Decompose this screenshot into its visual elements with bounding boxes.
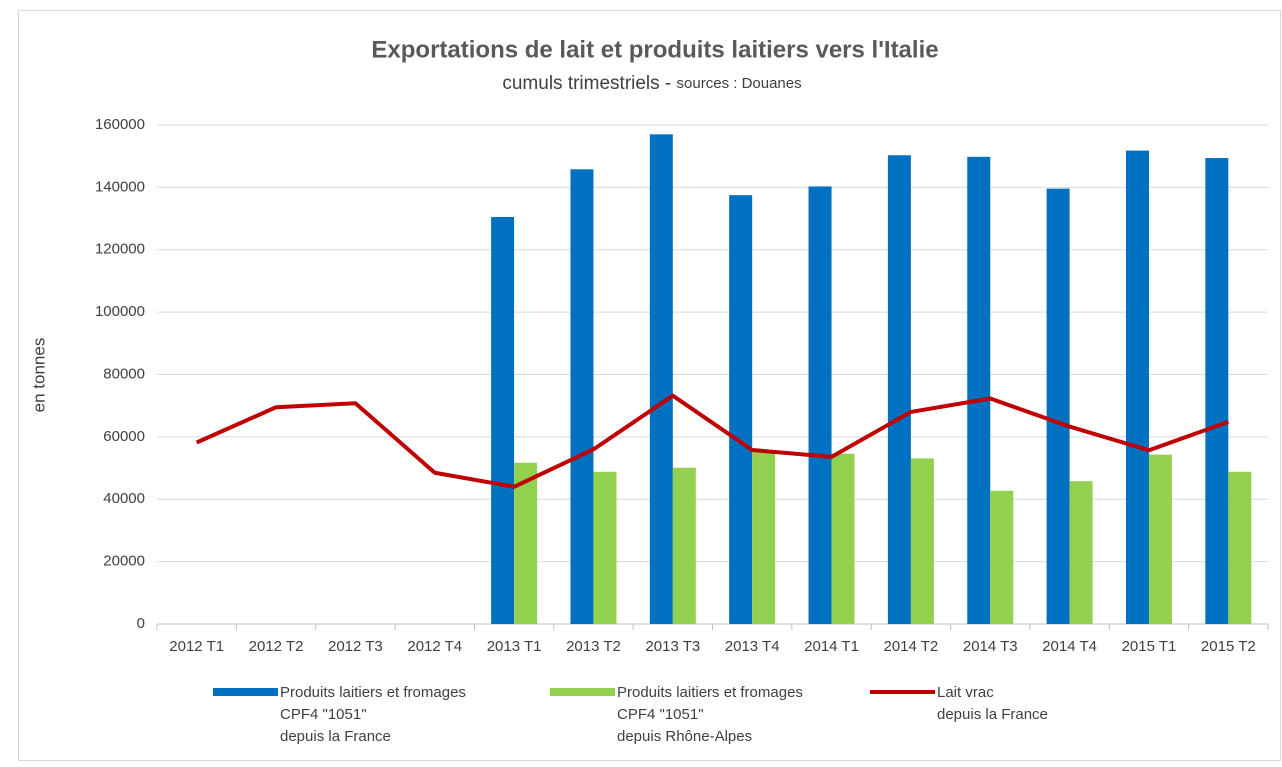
bar <box>1046 188 1070 624</box>
y-tick-label: 160000 <box>95 116 145 133</box>
y-tick-label: 0 <box>137 615 145 632</box>
legend-line: Lait vrac <box>937 684 994 701</box>
x-tick-label: 2013 T4 <box>725 638 780 655</box>
x-tick-label: 2012 T4 <box>407 638 462 655</box>
bar <box>910 458 934 624</box>
x-tick-label: 2013 T1 <box>487 638 542 655</box>
y-tick-label: 140000 <box>95 178 145 195</box>
x-tick-label: 2015 T2 <box>1201 638 1256 655</box>
bar <box>1069 481 1093 624</box>
x-tick-label: 2013 T3 <box>645 638 700 655</box>
y-tick-label: 120000 <box>95 241 145 258</box>
y-tick-label: 80000 <box>103 365 145 382</box>
y-tick-label: 40000 <box>103 490 145 507</box>
legend-label: Lait vrac depuis la France <box>937 684 1048 723</box>
bar <box>752 451 776 624</box>
bar <box>491 217 515 625</box>
x-tick-label: 2014 T2 <box>884 638 939 655</box>
x-tick-label: 2013 T2 <box>566 638 621 655</box>
bar <box>831 453 855 624</box>
legend-label: Produits laitiers et fromages CPF4 "1051"… <box>617 684 803 745</box>
legend-line: depuis Rhône-Alpes <box>617 728 752 745</box>
bar <box>672 467 696 624</box>
y-axis-label: en tonnes <box>29 338 48 413</box>
chart-subtitle: cumuls trimestriels - sources : Douanes <box>502 73 801 94</box>
y-tick-label: 100000 <box>95 303 145 320</box>
x-tick-label: 2012 T1 <box>169 638 224 655</box>
x-tick-label: 2012 T3 <box>328 638 383 655</box>
legend-line: CPF4 "1051" <box>280 706 367 723</box>
bar <box>729 195 753 624</box>
bar <box>570 169 594 624</box>
legend-line: depuis la France <box>937 706 1048 723</box>
bar <box>649 134 673 624</box>
bar <box>808 186 832 624</box>
bar <box>514 462 538 624</box>
bar <box>887 155 911 624</box>
chart-border <box>18 10 1281 761</box>
y-tick-label: 60000 <box>103 428 145 445</box>
bar <box>967 156 991 624</box>
bar <box>1228 471 1252 624</box>
legend-swatch <box>550 688 615 696</box>
x-tick-label: 2014 T3 <box>963 638 1018 655</box>
legend-line: Produits laitiers et fromages <box>617 684 803 701</box>
legend-line: depuis la France <box>280 728 391 745</box>
line <box>195 393 1229 489</box>
x-tick-label: 2014 T1 <box>804 638 859 655</box>
bar <box>990 490 1014 624</box>
legend-line: Produits laitiers et fromages <box>280 684 466 701</box>
legend-swatch <box>213 688 278 696</box>
source: sources : Douanes <box>677 75 802 92</box>
y-tick-label: 20000 <box>103 553 145 570</box>
bar <box>593 471 617 624</box>
legend-label: Produits laitiers et fromages CPF4 "1051"… <box>280 684 466 745</box>
x-tick-label: 2015 T1 <box>1122 638 1177 655</box>
x-tick-label: 2014 T4 <box>1042 638 1097 655</box>
subtitle: cumuls trimestriels - <box>502 73 676 94</box>
bar <box>1205 158 1229 624</box>
chart-title: Exportations de lait et produits laitier… <box>371 36 938 63</box>
bar <box>1125 150 1149 625</box>
x-tick-label: 2012 T2 <box>249 638 304 655</box>
legend-line: CPF4 "1051" <box>617 706 704 723</box>
bar <box>1148 454 1172 624</box>
